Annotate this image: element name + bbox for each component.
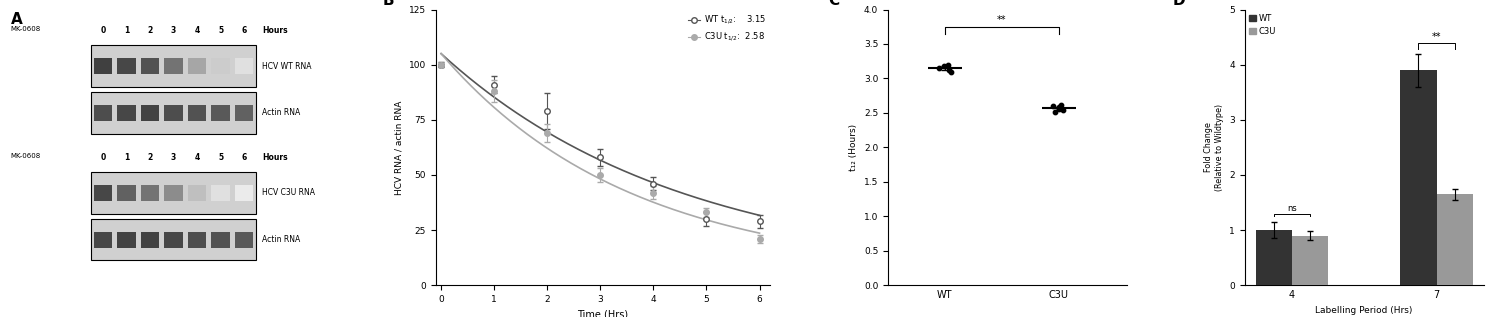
X-axis label: Time (Hrs): Time (Hrs) [577, 310, 629, 317]
Text: 2: 2 [148, 26, 152, 35]
Text: **: ** [1431, 32, 1442, 42]
Point [939, 69, 963, 74]
Legend: WT, C3U: WT, C3U [1249, 14, 1276, 36]
Bar [91, 45, 256, 87]
Point [927, 66, 951, 71]
Bar [164, 185, 183, 201]
Point [1047, 106, 1071, 111]
Bar [188, 232, 206, 248]
Bar [140, 232, 160, 248]
Bar [140, 185, 160, 201]
Bar [164, 232, 183, 248]
Text: D: D [1173, 0, 1185, 8]
Text: 6: 6 [242, 153, 246, 162]
Legend: WT t$_{1/2}$:    3.15, C3U t$_{1/2}$:  2.58: WT t$_{1/2}$: 3.15, C3U t$_{1/2}$: 2.58 [687, 14, 766, 43]
Text: 1: 1 [124, 26, 130, 35]
Bar [1400, 70, 1436, 285]
Y-axis label: Fold Change
(Relative to Wildtype): Fold Change (Relative to Wildtype) [1205, 104, 1224, 191]
Point [932, 63, 956, 68]
Bar [188, 105, 206, 121]
Bar [188, 58, 206, 74]
Text: 5: 5 [218, 153, 224, 162]
Point [1041, 103, 1065, 108]
Text: Hours: Hours [262, 153, 288, 162]
Text: Hours: Hours [262, 26, 288, 35]
Bar [94, 58, 112, 74]
Bar [212, 58, 230, 74]
Bar [94, 185, 112, 201]
Bar [91, 219, 256, 261]
Text: 0: 0 [100, 153, 106, 162]
Text: 1: 1 [124, 153, 130, 162]
Text: C: C [829, 0, 839, 8]
Bar [164, 58, 183, 74]
Text: 5: 5 [218, 26, 224, 35]
Text: 2: 2 [148, 153, 152, 162]
Bar [234, 105, 253, 121]
Text: HCV WT RNA: HCV WT RNA [262, 61, 312, 71]
Bar [91, 172, 256, 214]
Bar [212, 105, 230, 121]
Bar [212, 185, 230, 201]
Bar [140, 58, 160, 74]
Text: Actin RNA: Actin RNA [262, 235, 300, 244]
Bar [94, 232, 112, 248]
Point [936, 68, 960, 73]
Bar [234, 232, 253, 248]
Bar [1436, 194, 1473, 285]
Point [936, 62, 960, 67]
Bar [1291, 236, 1328, 285]
Bar [188, 185, 206, 201]
Y-axis label: HCV RNA / actin RNA: HCV RNA / actin RNA [394, 100, 403, 195]
Bar [118, 185, 136, 201]
Text: 6: 6 [242, 26, 246, 35]
Text: 4: 4 [194, 153, 200, 162]
Bar [94, 105, 112, 121]
Text: 3: 3 [171, 153, 176, 162]
Y-axis label: t₁₂ (Hours): t₁₂ (Hours) [850, 124, 859, 171]
X-axis label: Labelling Period (Hrs): Labelling Period (Hrs) [1315, 306, 1413, 315]
Text: B: B [382, 0, 394, 8]
Point [1044, 109, 1068, 114]
Text: **: ** [997, 15, 1006, 25]
Point [1047, 107, 1071, 112]
Bar [91, 92, 256, 134]
Bar [140, 105, 160, 121]
Text: Actin RNA: Actin RNA [262, 108, 300, 117]
Text: MK-0608: MK-0608 [10, 26, 40, 32]
Point [1051, 108, 1075, 113]
Bar [212, 232, 230, 248]
Point [1050, 102, 1074, 107]
Text: 4: 4 [194, 26, 200, 35]
Bar [164, 105, 183, 121]
Text: 3: 3 [171, 26, 176, 35]
Bar [1255, 230, 1291, 285]
Bar [234, 58, 253, 74]
Point [1047, 105, 1071, 110]
Text: HCV C3U RNA: HCV C3U RNA [262, 188, 315, 197]
Bar [118, 58, 136, 74]
Text: ns: ns [1287, 204, 1297, 213]
Text: A: A [10, 12, 22, 27]
Bar [118, 105, 136, 121]
Text: 0: 0 [100, 26, 106, 35]
Bar [118, 232, 136, 248]
Text: MK-0608: MK-0608 [10, 153, 40, 159]
Bar [234, 185, 253, 201]
